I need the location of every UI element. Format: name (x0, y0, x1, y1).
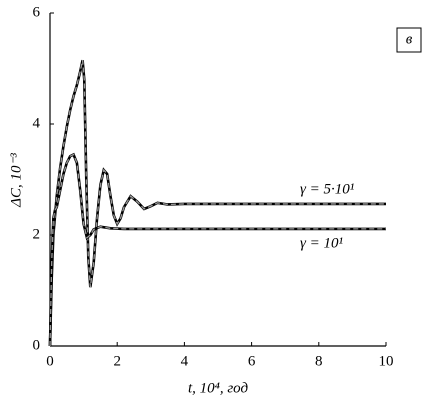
x-tick-label: 4 (181, 353, 189, 369)
curve-label: γ = 5·10¹ (300, 181, 355, 197)
y-tick-label: 6 (33, 4, 41, 20)
panel-label: в (406, 31, 413, 47)
x-tick-label: 10 (379, 353, 394, 369)
y-tick-label: 4 (33, 115, 41, 131)
curve (48, 59, 386, 347)
curve-overlay (49, 153, 386, 347)
x-tick-label: 6 (248, 353, 256, 369)
panel-box (396, 27, 422, 53)
x-axis-label: t, 10⁴, год (188, 380, 249, 396)
x-tick-label: 8 (315, 353, 323, 369)
y-tick-label: 0 (33, 337, 41, 353)
curve-label: γ = 10¹ (300, 235, 344, 251)
y-axis-label: ΔC, 10⁻³ (8, 153, 24, 208)
curve-overlay (49, 60, 386, 347)
y-tick-label: 2 (33, 226, 41, 242)
x-tick-label: 2 (113, 353, 121, 369)
x-tick-label: 0 (46, 353, 54, 369)
